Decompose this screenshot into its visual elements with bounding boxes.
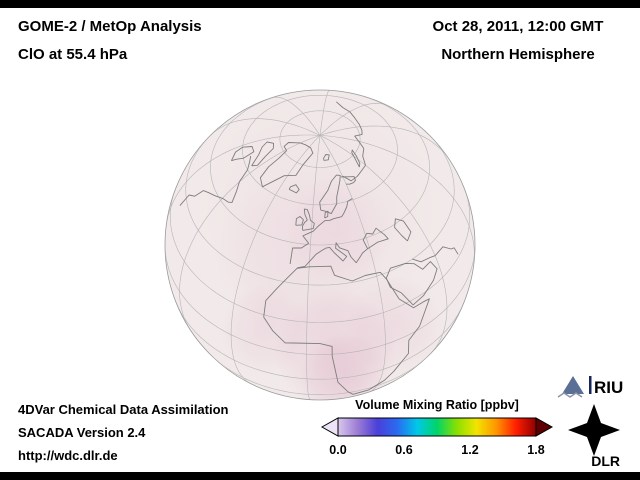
riu-mountain-icon — [562, 376, 584, 394]
coastline — [295, 216, 304, 226]
footer-credits: 4DVar Chemical Data Assimilation SACADA … — [18, 398, 229, 467]
graticule-parallel — [212, 356, 426, 395]
coastline — [259, 142, 314, 188]
colorbar-right-arrow-icon — [535, 417, 554, 437]
graticule-meridian — [179, 135, 321, 328]
coastline — [263, 265, 430, 395]
graticule-parallel — [242, 95, 398, 206]
coastline — [351, 149, 361, 168]
colorbar-tick-1: 0.6 — [395, 443, 412, 457]
coastline — [251, 141, 275, 167]
coastline — [297, 242, 368, 269]
graticule-parallel — [279, 110, 361, 168]
coastline — [394, 218, 412, 242]
graticule-parallel — [185, 135, 455, 286]
graticule-meridian — [319, 135, 386, 393]
graticule-meridian — [319, 135, 475, 261]
graticule-meridian — [319, 125, 449, 159]
coastline — [230, 146, 255, 162]
dlr-logo: DLR — [568, 404, 620, 469]
riu-zigzag-icon — [557, 392, 583, 398]
shading-blob — [219, 284, 311, 376]
coastline — [301, 208, 315, 231]
colorbar-title: Volume Mixing Ratio [ppbv] — [355, 398, 519, 412]
graticule-parallel — [169, 190, 471, 323]
mixing-ratio-shading — [190, 90, 450, 400]
graticule-parallel — [165, 246, 475, 355]
coastline — [288, 184, 300, 194]
globe-rim — [164, 89, 476, 401]
coastline — [324, 210, 329, 219]
credit-line-1: 4DVar Chemical Data Assimilation — [18, 402, 229, 417]
graticule — [165, 90, 475, 400]
credit-line-2: SACADA Version 2.4 — [18, 425, 146, 440]
colorbar-gradient — [337, 417, 537, 437]
graticule-meridian — [319, 90, 330, 136]
riu-logo-text: RIU — [594, 378, 623, 397]
graticule-meridian — [319, 102, 387, 136]
header-right: Oct 28, 2011, 12:00 GMT Northern Hemisph… — [412, 13, 624, 69]
coastlines — [179, 101, 459, 395]
top-border — [0, 0, 640, 8]
graticule-meridian — [319, 135, 448, 351]
coastline — [385, 261, 438, 306]
dlr-star-icon — [568, 404, 620, 456]
figure-subtitle: ClO at 55.4 hPa — [18, 46, 128, 63]
coastline — [336, 101, 366, 182]
riu-bar-icon — [589, 376, 592, 394]
coastline — [323, 154, 330, 161]
graticule-parallel — [175, 302, 464, 380]
riu-logo: RIU — [557, 376, 623, 398]
figure-date: Oct 28, 2011, 12:00 GMT — [432, 18, 604, 35]
colorbar-tick-0: 0.0 — [329, 443, 346, 457]
graticule-meridian — [166, 134, 321, 225]
bottom-border — [0, 472, 640, 480]
coastline — [179, 155, 252, 206]
graticule-parallel — [210, 90, 430, 246]
colorbar-left-arrow-icon — [320, 417, 339, 437]
header-left: GOME-2 / MetOp Analysis ClO at 55.4 hPa — [18, 13, 202, 69]
colorbar: Volume Mixing Ratio [ppbv] 0.0 0.6 1.2 1… — [320, 398, 554, 457]
graticule-meridian — [306, 135, 321, 400]
graticule-meridian — [273, 96, 321, 136]
colorbar-tick-3: 1.8 — [527, 443, 544, 457]
coastline — [362, 227, 389, 250]
coastline — [340, 176, 356, 185]
coastline — [289, 198, 353, 265]
coastline — [412, 246, 459, 263]
colorbar-tick-2: 1.2 — [461, 443, 478, 457]
figure-region: Northern Hemisphere — [441, 46, 595, 63]
dlr-logo-text: DLR — [591, 453, 620, 469]
figure-title: GOME-2 / MetOp Analysis — [18, 18, 202, 35]
coastline — [319, 174, 341, 215]
credit-url: http://wdc.dlr.de — [18, 448, 118, 463]
